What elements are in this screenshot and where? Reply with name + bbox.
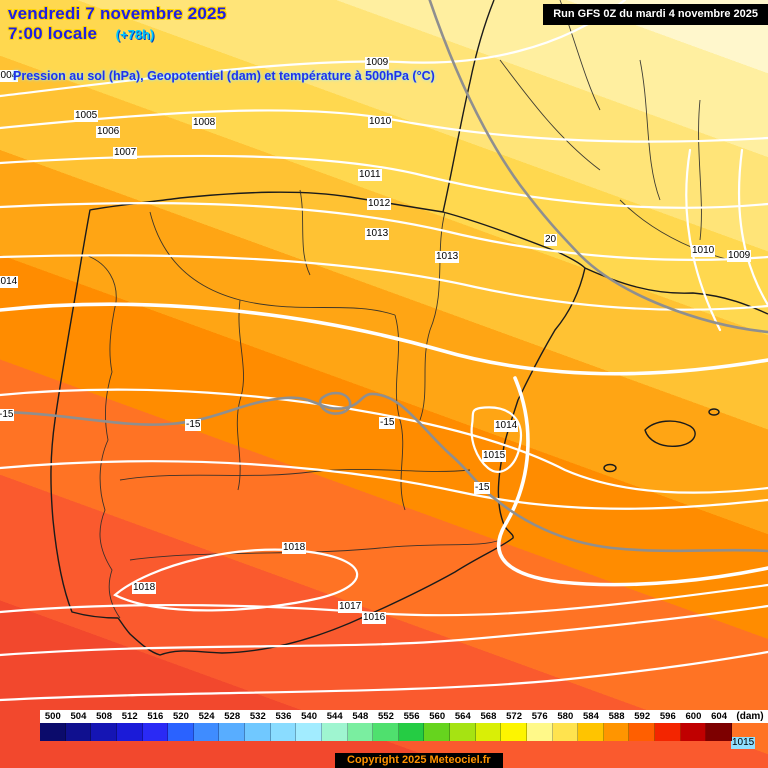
scale-swatch bbox=[398, 723, 425, 741]
map-label: 1013 bbox=[435, 251, 460, 263]
map-label: 1011 bbox=[358, 169, 382, 181]
scale-swatch bbox=[552, 723, 579, 741]
scale-swatch bbox=[578, 723, 604, 741]
scale-swatch bbox=[321, 723, 348, 741]
scale-swatch bbox=[65, 723, 92, 741]
scale-value: 604 bbox=[711, 711, 727, 722]
map-label: 1015 bbox=[482, 450, 507, 462]
scale-value: 580 bbox=[557, 711, 574, 722]
scale-value: 588 bbox=[608, 711, 625, 722]
map-label: -15 bbox=[0, 409, 15, 421]
isobar-lines bbox=[0, 0, 768, 700]
scale-value: 540 bbox=[301, 711, 317, 722]
map-label: 1010 bbox=[368, 116, 393, 128]
scale-value: 528 bbox=[224, 711, 241, 722]
scale-value: 564 bbox=[454, 711, 471, 722]
scale-swatches bbox=[40, 723, 732, 741]
scale-swatch bbox=[296, 723, 322, 741]
scale-value: 600 bbox=[685, 711, 702, 722]
scale-swatch bbox=[501, 723, 527, 741]
map-label: 1009 bbox=[727, 250, 752, 262]
scale-value: 576 bbox=[531, 711, 548, 722]
scale-swatch bbox=[526, 723, 553, 741]
scale-value: 560 bbox=[429, 711, 446, 722]
map-label: 1013 bbox=[365, 228, 390, 240]
scale-swatch bbox=[450, 723, 476, 741]
model-run-info: Run GFS 0Z du mardi 4 novembre 2025 bbox=[543, 4, 768, 25]
map-label: -15 bbox=[474, 482, 491, 494]
scale-value: 500 bbox=[44, 711, 61, 722]
scale-swatch bbox=[219, 723, 245, 741]
scale-swatch bbox=[706, 723, 732, 741]
map-parameters-subtitle: Pression au sol (hPa), Geopotentiel (dam… bbox=[13, 69, 435, 83]
map-label: 1018 bbox=[282, 542, 307, 554]
forecast-offset: (+78h) bbox=[115, 27, 155, 42]
scale-value: 592 bbox=[634, 711, 651, 722]
scale-swatch bbox=[424, 723, 450, 741]
scale-value: 512 bbox=[121, 711, 138, 722]
map-label: 1010 bbox=[691, 245, 716, 257]
scale-values: 500 504 508 512 516 520 524 528 532 536 540 544 548 5… bbox=[40, 711, 732, 722]
scale-unit-label: (dam) bbox=[736, 711, 764, 722]
scale-value: 556 bbox=[403, 711, 420, 722]
map-label: 1014 bbox=[0, 276, 19, 288]
scale-value: 584 bbox=[583, 711, 599, 722]
scale-value: 508 bbox=[96, 711, 112, 722]
map-label: 1018 bbox=[132, 582, 157, 594]
scale-value: 516 bbox=[147, 711, 164, 722]
map-label: 1007 bbox=[113, 147, 138, 159]
scale-swatch bbox=[245, 723, 271, 741]
scale-value: 504 bbox=[70, 711, 87, 722]
map-label: -15 bbox=[379, 417, 396, 429]
map-label: 1004 bbox=[0, 70, 19, 82]
forecast-time: 7:00 locale bbox=[8, 24, 98, 43]
scale-value: 596 bbox=[659, 711, 676, 722]
map-label: 1008 bbox=[192, 117, 217, 129]
map-label: 1014 bbox=[494, 420, 519, 432]
scale-value: 568 bbox=[480, 711, 497, 722]
scale-swatch bbox=[168, 723, 194, 741]
region-borders bbox=[87, 0, 731, 619]
map-label: 1017 bbox=[338, 601, 363, 613]
scale-swatch bbox=[40, 723, 66, 741]
map-title-block: vendredi 7 novembre 2025 7:00 locale (+7… bbox=[8, 4, 226, 44]
forecast-date: vendredi 7 novembre 2025 bbox=[8, 4, 227, 23]
scale-swatch bbox=[680, 723, 707, 741]
map-label: 1006 bbox=[96, 126, 121, 138]
scale-swatch bbox=[193, 723, 220, 741]
scale-value: 548 bbox=[352, 711, 369, 722]
scale-value: 520 bbox=[173, 711, 189, 722]
scale-spacer bbox=[732, 723, 768, 741]
scale-value: 524 bbox=[198, 711, 215, 722]
scale-swatch bbox=[655, 723, 681, 741]
map-label: 1009 bbox=[365, 57, 390, 69]
isotherm-lines bbox=[0, 0, 768, 553]
scale-swatch bbox=[629, 723, 655, 741]
scale-swatch bbox=[270, 723, 297, 741]
map-label: 1016 bbox=[362, 612, 387, 624]
scale-swatch bbox=[475, 723, 502, 741]
map-label: 20 bbox=[544, 234, 558, 246]
map-label: 1012 bbox=[367, 198, 392, 210]
scale-value: 536 bbox=[275, 711, 292, 722]
scale-swatch bbox=[373, 723, 399, 741]
scale-value: 552 bbox=[378, 711, 394, 722]
copyright-bar: Copyright 2025 Meteociel.fr bbox=[335, 753, 503, 768]
scale-value: 544 bbox=[326, 711, 343, 722]
scale-swatch bbox=[603, 723, 630, 741]
map-label: -15 bbox=[185, 419, 202, 431]
scale-swatch bbox=[347, 723, 374, 741]
scale-swatch bbox=[116, 723, 143, 741]
color-scale: 500 504 508 512 516 520 524 528 532 536 540 544 548 5… bbox=[40, 710, 768, 741]
scale-value: 532 bbox=[249, 711, 266, 722]
scale-swatches-row bbox=[40, 723, 768, 741]
scale-value: 572 bbox=[506, 711, 522, 722]
map-label: 1015 bbox=[731, 737, 756, 749]
scale-values-row: 500 504 508 512 516 520 524 528 532 536 540 544 548 5… bbox=[40, 710, 768, 723]
scale-swatch bbox=[142, 723, 169, 741]
scale-swatch bbox=[91, 723, 117, 741]
map-label: 1005 bbox=[74, 110, 99, 122]
